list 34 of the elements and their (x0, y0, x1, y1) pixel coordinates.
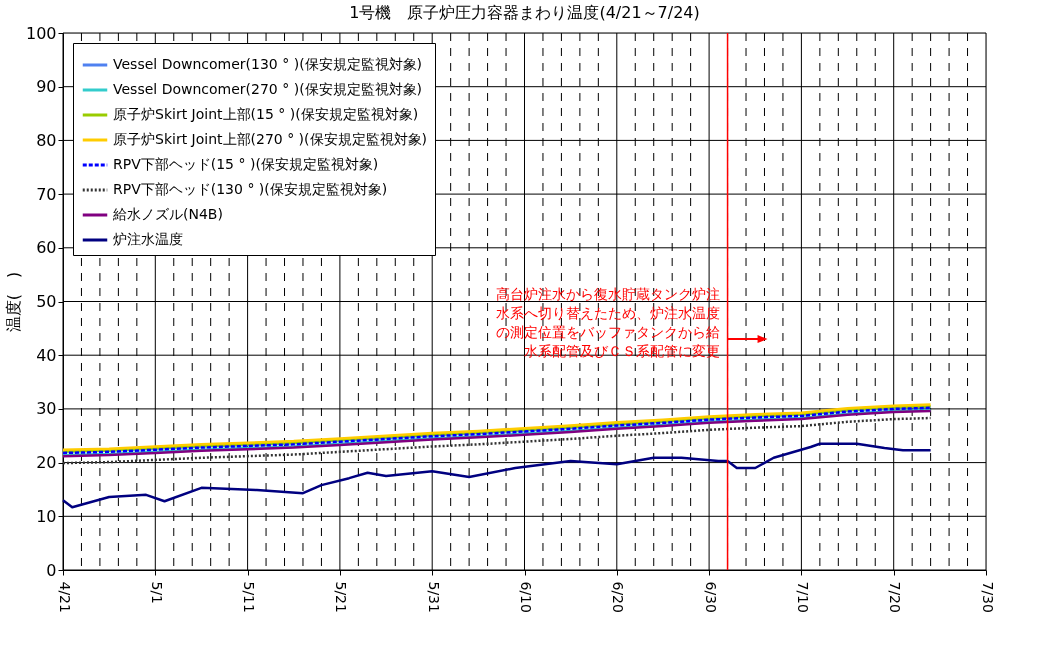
legend-label: RPV下部ヘッド(15 ° )(保安規定監視対象) (113, 156, 379, 172)
y-tick-label: 40 (36, 345, 57, 365)
legend-label: 給水ノズル(N4B) (112, 206, 223, 222)
x-tick-label: 5/31 (425, 581, 442, 613)
y-tick-label: 10 (36, 506, 57, 526)
line-series (61, 442, 932, 509)
y-tick-label: 50 (36, 292, 57, 311)
legend-label: 炉注水温度 (113, 231, 183, 247)
line-series (61, 416, 932, 465)
y-tick-label: 30 (36, 399, 57, 419)
y-tick-label: 60 (36, 238, 57, 258)
x-tick-label: 6/20 (610, 581, 627, 613)
y-tick-label: 20 (36, 453, 57, 473)
chart-title: 1号機 原子炉圧力容器まわり温度(4/21～7/24) (349, 3, 700, 22)
x-tick-label: 7/30 (979, 581, 996, 613)
y-tick-label: 70 (36, 184, 57, 204)
legend-label: Vessel Downcomer(130 ° )(保安規定監視対象) (113, 56, 423, 72)
x-tick-label: 7/10 (794, 581, 811, 613)
legend-label: Vessel Downcomer(270 ° )(保安規定監視対象) (113, 81, 423, 97)
x-tick-label: 6/10 (518, 581, 534, 613)
x-tick-label: 5/1 (148, 581, 165, 605)
legend-label: 原子炉Skirt Joint上部(270 ° )(保安規定監視対象) (113, 131, 427, 147)
x-tick-label: 4/21 (56, 581, 73, 613)
x-tick-label: 7/20 (887, 581, 904, 613)
x-tick-label: 6/30 (702, 581, 719, 613)
x-tick-label: 5/21 (333, 581, 350, 613)
y-tick-label: 100 (25, 23, 57, 43)
y-tick-label: 90 (36, 77, 57, 97)
y-tick-label: 0 (46, 560, 57, 580)
legend-label: RPV下部ヘッド(130 ° )(保安規定監視対象) (113, 181, 388, 197)
x-tick-label: 5/11 (241, 581, 258, 613)
legend-label: 原子炉Skirt Joint上部(15 ° )(保安規定監視対象) (113, 106, 419, 122)
y-axis-title: 温度( ) (3, 271, 23, 333)
y-tick-label: 80 (36, 130, 57, 150)
